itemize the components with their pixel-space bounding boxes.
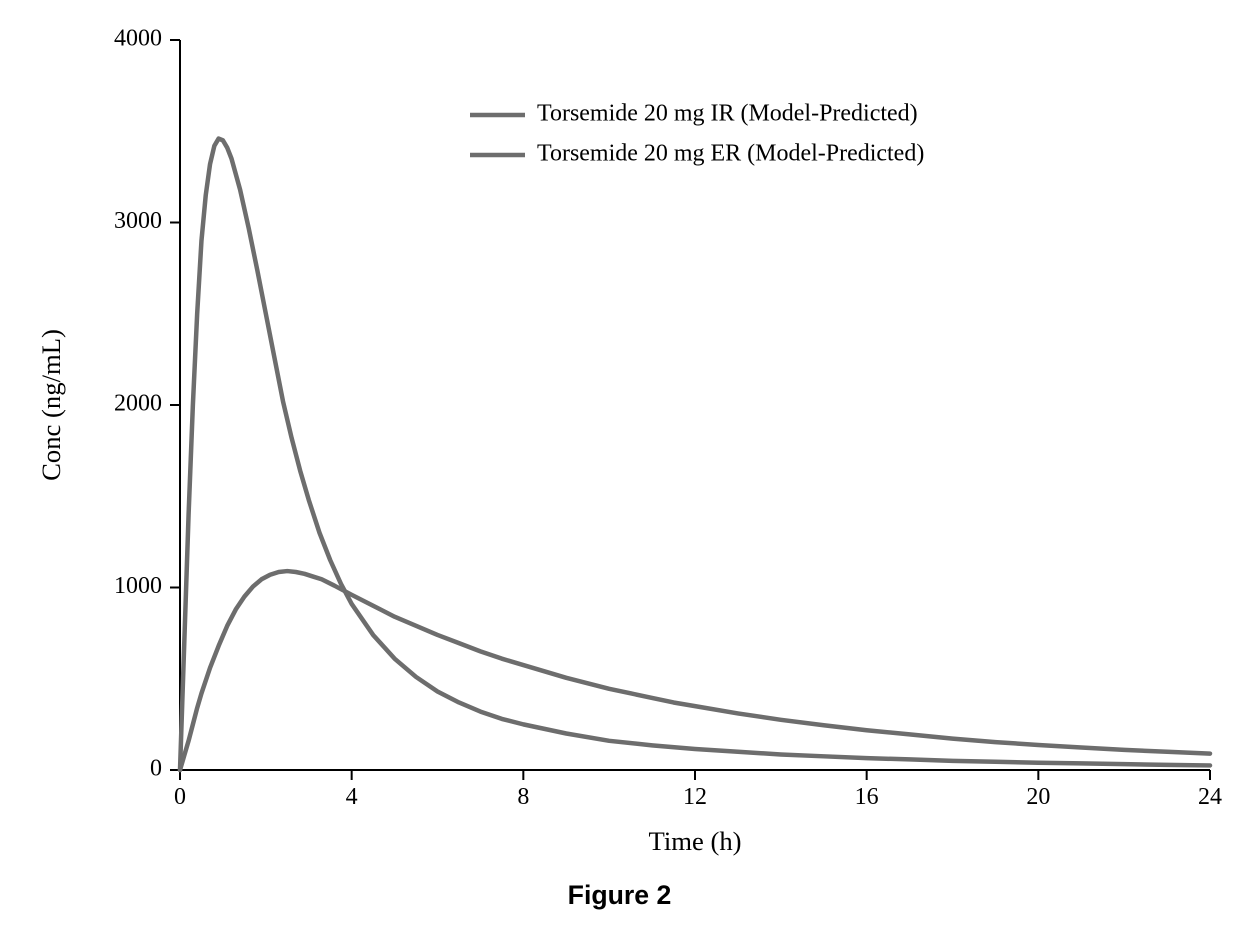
legend-label: Torsemide 20 mg ER (Model-Predicted) — [537, 141, 924, 167]
y-tick-label: 2000 — [114, 391, 162, 417]
series-line-er — [180, 571, 1210, 770]
figure-container: 0 1000 2000 3000 4000 0 4 8 12 16 20 24 Time (h) Conc… — [0, 0, 1239, 937]
legend-label: Torsemide 20 mg IR (Model-Predicted) — [537, 101, 918, 127]
y-tick-label: 1000 — [114, 573, 162, 599]
x-axis-label: Time (h) — [648, 826, 741, 856]
y-tick-label: 0 — [150, 756, 162, 782]
x-tick-label: 4 — [346, 784, 358, 810]
figure-caption: Figure 2 — [0, 880, 1239, 911]
y-tick-label: 3000 — [114, 208, 162, 234]
x-tick-label: 24 — [1198, 784, 1222, 810]
x-tick-label: 20 — [1026, 784, 1050, 810]
x-tick-label: 12 — [683, 784, 707, 810]
series-line-ir — [180, 139, 1210, 770]
y-tick-label: 4000 — [114, 26, 162, 52]
x-tick-label: 8 — [517, 784, 529, 810]
chart-svg: 0 1000 2000 3000 4000 0 4 8 12 16 20 24 Time (h) Conc… — [0, 0, 1239, 937]
y-axis-label: Conc (ng/mL) — [36, 329, 66, 481]
x-tick-label: 16 — [855, 784, 879, 810]
x-tick-label: 0 — [174, 784, 186, 810]
